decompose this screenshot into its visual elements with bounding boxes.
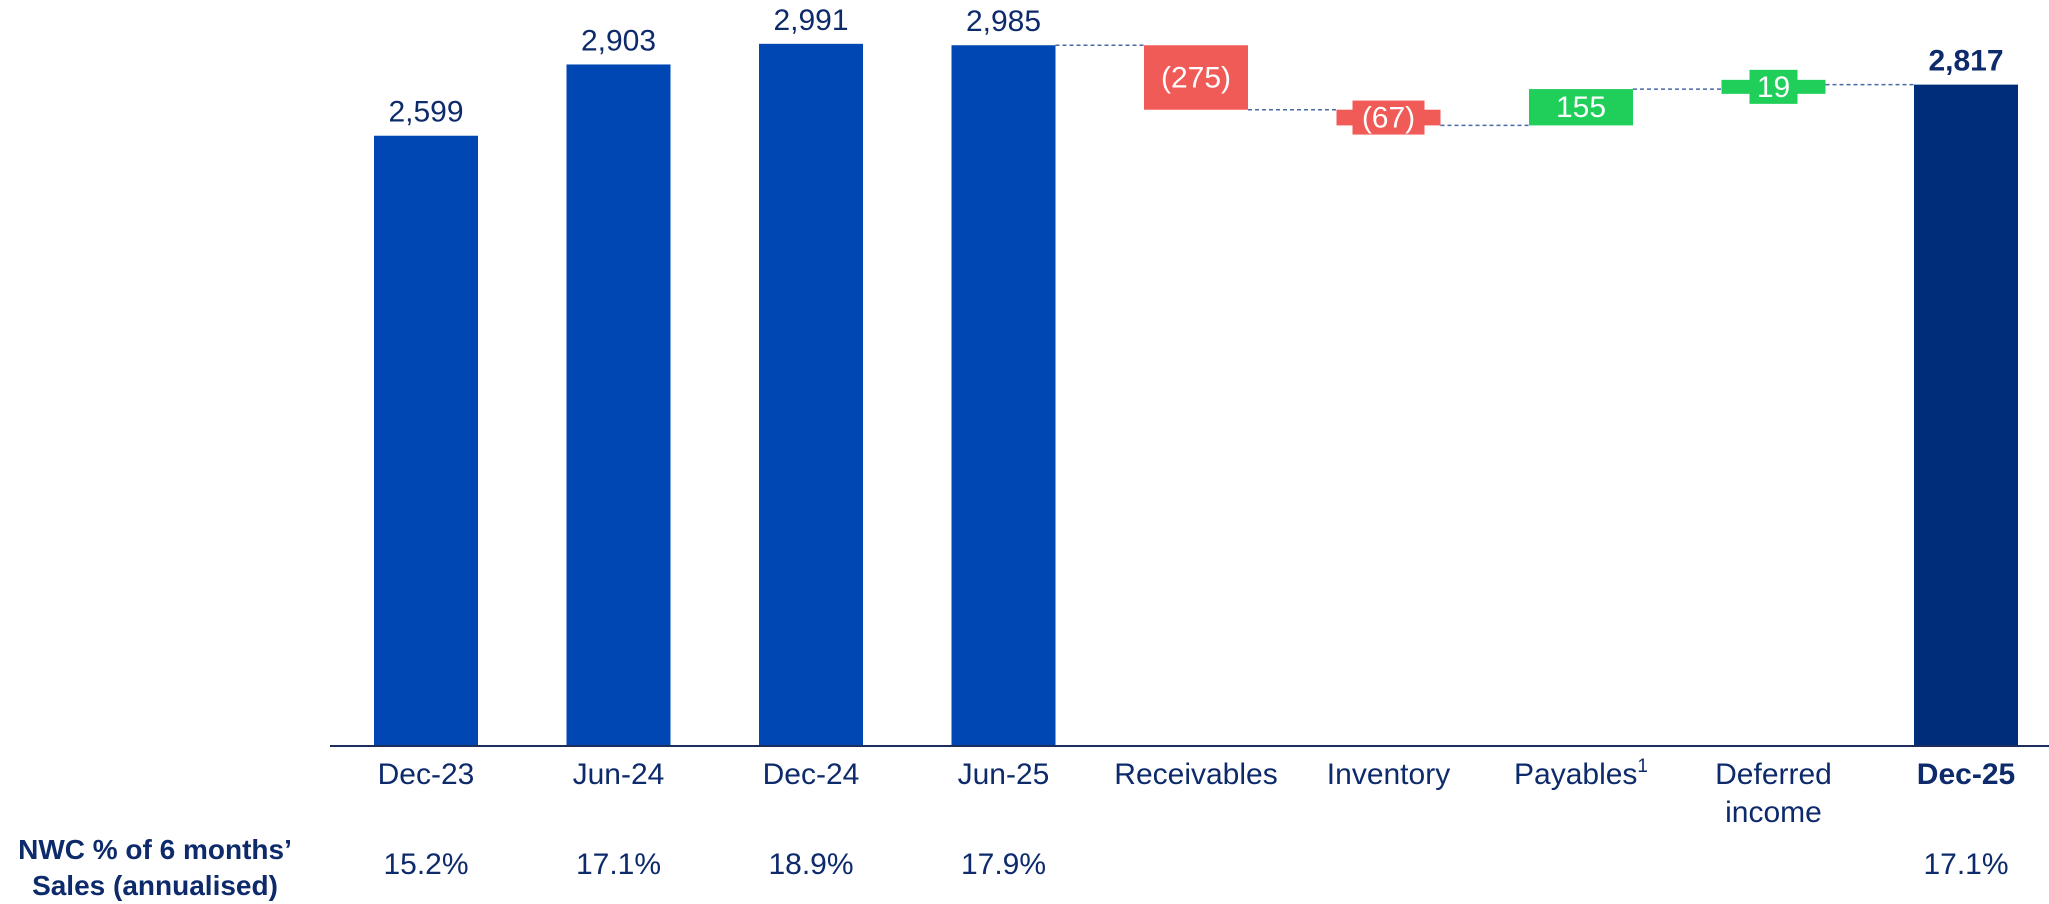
nwc-pct-dec-23: 15.2% [383,848,468,881]
bars-group [374,43,2018,746]
nwc-percent-row: 15.2% 17.1% 18.9% 17.9% 17.1% [383,848,2008,881]
x-tick-dec-23: Dec-23 [378,758,475,791]
nwc-row-label-line-2: Sales (annualised) [32,870,278,901]
x-tick-jun-25: Jun-25 [958,758,1050,791]
bar-payables [1529,89,1633,126]
value-label-jun-25: 2,985 [966,5,1041,38]
nwc-pct-jun-25: 17.9% [961,848,1046,881]
nwc-pct-dec-25: 17.1% [1923,848,2008,881]
nwc-row-label: NWC % of 6 months’ Sales (annualised) [0,832,310,904]
nwc-row-label-line-1: NWC % of 6 months’ [18,834,292,865]
bar-jun-24 [566,64,671,746]
value-label-box-inventory [1352,100,1425,135]
value-label-jun-24: 2,903 [581,24,656,57]
value-label-inventory: (67) [1362,102,1415,135]
bar-receivables [1144,45,1248,110]
x-tick-jun-24: Jun-24 [573,758,665,791]
value-label-receivables: (275) [1161,61,1231,94]
x-tick-labels-group: Dec-23 Jun-24 Dec-24 Jun-25 Receivables Inven… [378,756,2016,829]
nwc-pct-dec-24: 18.9% [768,848,853,881]
value-label-deferred-income: 19 [1757,71,1790,104]
x-tick-receivables: Receivables [1114,758,1277,791]
nwc-pct-jun-24: 17.1% [576,848,661,881]
bar-dec-25 [1914,84,2018,745]
connector-lines [1055,44,1914,127]
bar-dec-24 [759,43,863,745]
bar-dec-23 [374,135,478,746]
x-tick-payables: Payables1 [1514,756,1648,791]
x-tick-deferred-income: Deferred income [1715,758,1832,829]
value-label-box-deferred-income [1749,69,1798,104]
value-label-payables: 155 [1556,91,1606,124]
x-tick-inventory: Inventory [1327,758,1450,791]
value-labels-group: 2,599 2,903 2,991 2,985 (275) (67) 155 19 2,817 [388,4,2004,135]
value-label-dec-23: 2,599 [388,96,463,129]
value-label-dec-25: 2,817 [1928,45,2003,78]
x-tick-dec-25: Dec-25 [1917,758,2015,791]
value-label-dec-24: 2,991 [773,4,848,37]
x-tick-dec-24: Dec-24 [763,758,860,791]
bar-jun-25 [951,45,1056,745]
